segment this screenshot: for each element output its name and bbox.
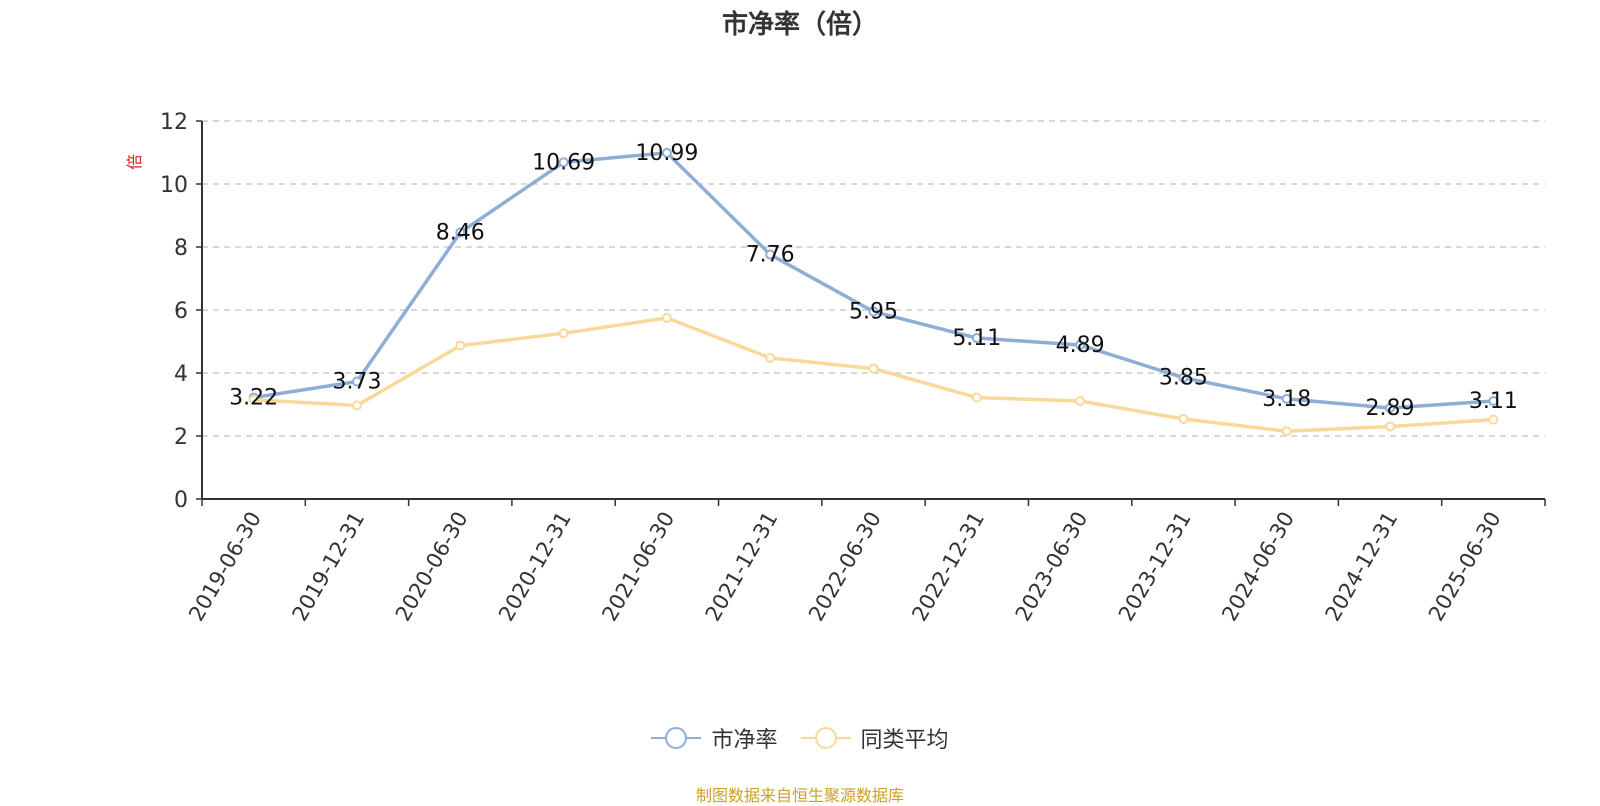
x-tick-label: 2024-12-31: [1321, 508, 1403, 626]
legend-circle-marker: [665, 727, 688, 749]
y-tick-label: 10: [160, 173, 188, 198]
grid-lines: [202, 120, 1545, 437]
data-point-marker: [1075, 339, 1086, 350]
x-tick-label: 2021-12-31: [701, 508, 783, 626]
data-label: 5.95: [849, 300, 898, 325]
data-point-marker: [248, 394, 259, 405]
x-tick-label: 2022-12-31: [907, 508, 989, 626]
data-point-marker: [765, 352, 776, 363]
data-point-marker: [1281, 426, 1292, 437]
data-point-marker: [765, 249, 776, 260]
series-line-2: [253, 316, 1494, 434]
data-point-marker: [455, 227, 466, 238]
x-tick-label: 2024-06-30: [1217, 508, 1299, 626]
data-label: 8.46: [436, 221, 485, 246]
y-tick-label: 0: [174, 488, 188, 513]
data-source-note: 制图数据来自恒生聚源数据库: [695, 786, 904, 805]
data-point-marker: [1075, 396, 1086, 407]
data-point-marker: [1385, 421, 1396, 432]
x-tick-label: 2019-06-30: [184, 508, 266, 626]
data-label: 10.69: [532, 150, 595, 175]
x-tick-label: 2020-06-30: [391, 508, 473, 626]
data-point-marker: [351, 400, 362, 411]
axes: 0 2 4 6 8 10 12 倍 2019-06-30 2019-12-31 2020-06-30…: [125, 110, 1546, 626]
legend-circle-marker: [814, 727, 837, 749]
data-label: 3.73: [332, 370, 381, 395]
legend-item-pb[interactable]: 市净率: [651, 722, 778, 754]
data-point-marker: [971, 333, 982, 344]
data-point-marker: [558, 157, 569, 168]
data-label: 3.18: [1262, 387, 1311, 412]
x-tick-label: 2019-12-31: [287, 508, 369, 626]
data-label: 3.22: [229, 386, 278, 411]
legend: 市净率 同类平均: [0, 722, 1600, 756]
data-point-marker: [661, 147, 672, 158]
data-point-marker: [558, 328, 569, 339]
data-labels: 3.22 3.73 8.46 10.69 10.99 7.76 5.95 5.11 4.89 3.…: [229, 141, 1518, 421]
x-tick-label: 2025-06-30: [1424, 508, 1506, 626]
data-point-marker: [455, 340, 466, 351]
data-label: 3.11: [1469, 389, 1518, 414]
data-label: 3.85: [1159, 366, 1208, 391]
data-point-marker: [351, 376, 362, 387]
data-point-marker: [1178, 372, 1189, 383]
x-tick-label: 2022-06-30: [804, 508, 886, 626]
data-point-marker: [868, 363, 879, 374]
y-tick-label: 2: [174, 425, 188, 450]
legend-line-circle-icon: [651, 726, 702, 750]
data-label: 2.89: [1366, 396, 1415, 421]
data-label: 7.76: [746, 243, 795, 268]
data-point-marker: [1488, 396, 1499, 407]
x-tick-label: 2023-12-31: [1114, 508, 1196, 626]
data-point-marker: [971, 392, 982, 403]
data-label: 10.99: [635, 141, 698, 166]
legend-label-peer-average: 同类平均: [860, 728, 949, 753]
data-point-marker: [868, 306, 879, 317]
line-chart: 0 2 4 6 8 10 12 倍 2019-06-30 2019-12-31 2020-06-30…: [125, 110, 1546, 626]
data-point-marker: [1488, 414, 1499, 425]
chart-title: 市净率（倍）: [721, 10, 878, 40]
data-label: 5.11: [952, 326, 1001, 351]
legend-line-circle-icon: [800, 726, 851, 750]
data-point-marker: [1385, 402, 1396, 413]
legend-label-pb: 市净率: [711, 728, 778, 753]
data-label: 4.89: [1056, 333, 1105, 358]
series-lines: [248, 147, 1499, 437]
y-tick-label: 4: [174, 362, 188, 387]
legend-item-peer-average[interactable]: 同类平均: [800, 722, 949, 754]
data-point-marker: [1281, 393, 1292, 404]
y-tick-label: 6: [174, 299, 188, 324]
y-axis-label: 倍: [125, 154, 144, 170]
y-tick-label: 8: [174, 236, 188, 261]
x-tick-label: 2023-06-30: [1011, 508, 1093, 626]
y-tick-label: 12: [160, 110, 188, 135]
x-tick-label: 2021-06-30: [597, 508, 679, 626]
data-point-marker: [661, 312, 672, 323]
data-point-marker: [1178, 413, 1189, 424]
x-tick-label: 2020-12-31: [494, 508, 576, 626]
